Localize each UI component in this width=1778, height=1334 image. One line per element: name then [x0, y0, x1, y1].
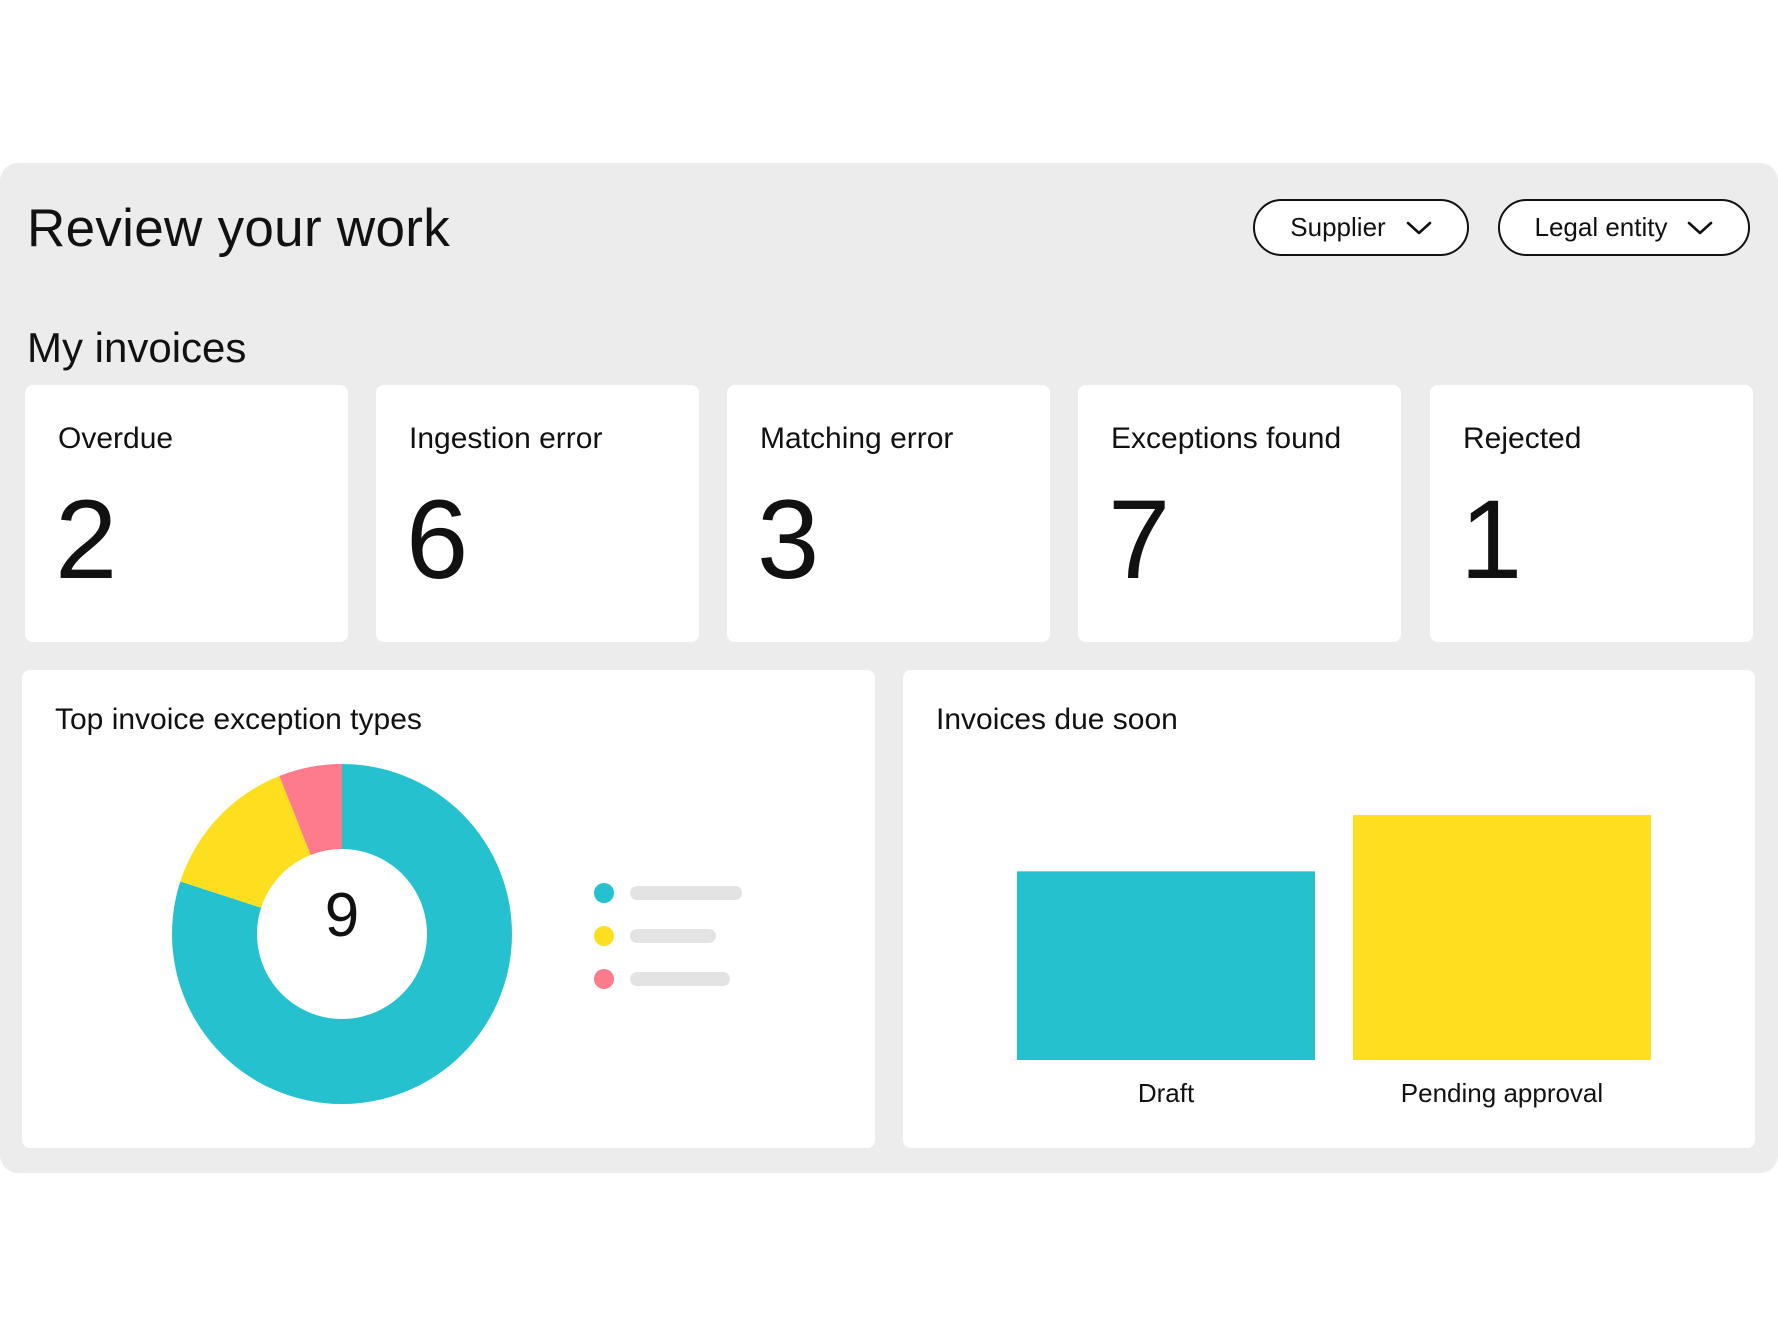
card-value: 6 [406, 477, 469, 602]
legend-dot-1 [594, 883, 614, 903]
card-value: 1 [1460, 477, 1523, 602]
bar-pending-approval[interactable] [1353, 815, 1651, 1060]
card-value: 3 [757, 477, 820, 602]
legal-entity-filter-dropdown[interactable]: Legal entity [1498, 199, 1750, 256]
bar-draft[interactable] [1017, 871, 1315, 1060]
supplier-filter-label: Supplier [1290, 212, 1386, 242]
exception-types-title: Top invoice exception types [55, 703, 422, 736]
card-value: 2 [55, 477, 118, 602]
invoices-due-soon-bar-chart: Draft Pending approval [1017, 815, 1651, 1108]
card-label: Exceptions found [1111, 422, 1342, 455]
page-title: Review your work [27, 199, 451, 258]
invoices-due-soon-card: Invoices due soon Draft Pending approval [903, 670, 1755, 1148]
card-exceptions-found[interactable]: Exceptions found 7 [1078, 385, 1401, 642]
legend-placeholder-line-3 [630, 972, 730, 986]
legend-placeholder-line-2 [630, 929, 716, 943]
donut-slice-2[interactable] [180, 775, 311, 908]
card-overdue[interactable]: Overdue 2 [25, 385, 348, 642]
card-label: Matching error [760, 422, 954, 455]
donut-slice-3[interactable] [279, 764, 342, 855]
donut-center-total: 9 [325, 881, 359, 950]
legend-dot-2 [594, 926, 614, 946]
supplier-filter-dropdown[interactable]: Supplier [1253, 199, 1469, 256]
exception-types-donut-chart: 9 [171, 764, 742, 1104]
bar-label-draft: Draft [1138, 1078, 1195, 1108]
donut-slice-1[interactable] [171, 764, 512, 1104]
legal-entity-filter-label: Legal entity [1534, 212, 1668, 242]
chevron-down-icon [1406, 221, 1432, 234]
card-value: 7 [1108, 477, 1171, 602]
legend-dot-3 [594, 969, 614, 989]
bar-label-pending-approval: Pending approval [1401, 1078, 1603, 1108]
my-invoices-title: My invoices [27, 324, 247, 371]
card-rejected[interactable]: Rejected 1 [1430, 385, 1753, 642]
card-label: Ingestion error [409, 422, 603, 455]
card-matching-error[interactable]: Matching error 3 [727, 385, 1050, 642]
exception-types-card: Top invoice exception types 9 [22, 670, 875, 1148]
invoices-due-soon-title: Invoices due soon [936, 703, 1178, 736]
chevron-down-icon [1688, 221, 1713, 234]
card-label: Rejected [1463, 422, 1582, 455]
card-label: Overdue [58, 422, 174, 455]
legend-placeholder-line-1 [630, 886, 742, 900]
card-ingestion-error[interactable]: Ingestion error 6 [376, 385, 699, 642]
